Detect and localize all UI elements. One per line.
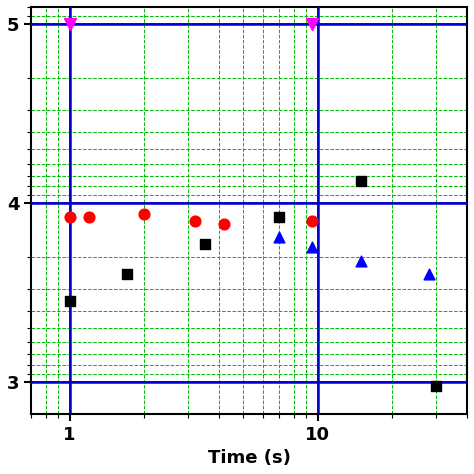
Point — [309, 243, 316, 251]
Point — [66, 297, 73, 304]
Point — [191, 217, 199, 224]
Point — [309, 217, 316, 224]
Point — [275, 234, 283, 241]
X-axis label: Time (s): Time (s) — [208, 449, 291, 467]
Point — [85, 214, 93, 221]
Point — [425, 271, 432, 278]
Point — [309, 20, 316, 28]
Point — [432, 382, 440, 390]
Point — [123, 271, 131, 278]
Point — [275, 214, 283, 221]
Point — [220, 220, 228, 228]
Point — [66, 20, 73, 28]
Point — [357, 177, 365, 185]
Point — [141, 210, 148, 218]
Point — [357, 257, 365, 264]
Point — [201, 241, 209, 248]
Point — [66, 214, 73, 221]
